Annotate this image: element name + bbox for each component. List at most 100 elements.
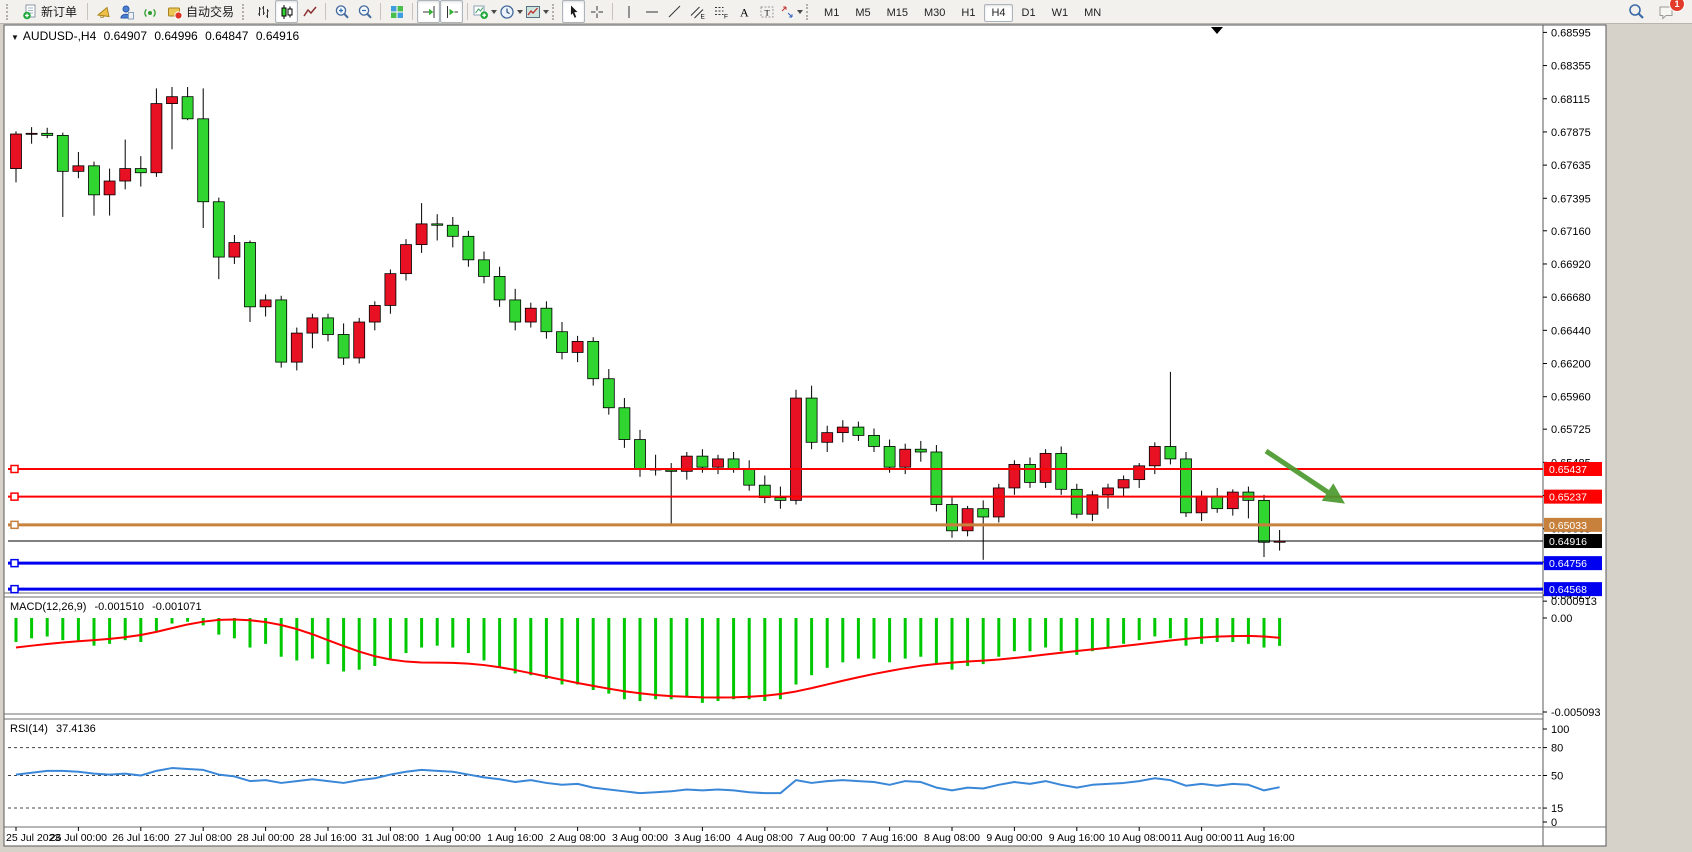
gold-horn-button[interactable] bbox=[92, 0, 115, 23]
price-axis[interactable] bbox=[1543, 25, 1606, 846]
toolbar-grip[interactable] bbox=[242, 3, 248, 20]
svg-text:28 Jul 16:00: 28 Jul 16:00 bbox=[299, 832, 356, 844]
add-indicator-button[interactable] bbox=[472, 0, 498, 23]
rsi-line bbox=[15, 767, 1280, 795]
svg-text:E: E bbox=[700, 13, 705, 20]
svg-text:1 Aug 16:00: 1 Aug 16:00 bbox=[487, 832, 543, 844]
rsi-value: 37.4136 bbox=[55, 723, 96, 735]
svg-text:0.66440: 0.66440 bbox=[1551, 325, 1591, 337]
horizontal-lines-layer bbox=[8, 464, 1543, 594]
text-tool-button[interactable]: A bbox=[732, 0, 755, 23]
auto-trading-label: 自动交易 bbox=[186, 5, 235, 19]
svg-text:1 Aug 00:00: 1 Aug 00:00 bbox=[425, 832, 481, 844]
vertical-line-icon bbox=[628, 5, 630, 18]
chart-header: ▼ AUDUSD-,H4 0.64907 0.64996 0.64847 0.64… bbox=[11, 29, 303, 43]
arrows-icon bbox=[781, 6, 793, 17]
svg-text:0.68115: 0.68115 bbox=[1551, 94, 1590, 106]
svg-text:7 Aug 16:00: 7 Aug 16:00 bbox=[862, 832, 918, 844]
svg-text:10 Aug 08:00: 10 Aug 08:00 bbox=[1108, 832, 1170, 844]
dropdown-caret bbox=[543, 9, 550, 14]
chart-shift-icon bbox=[446, 5, 458, 18]
template-button[interactable] bbox=[524, 0, 550, 23]
dropdown-caret bbox=[491, 9, 498, 14]
timeframe-h1-button[interactable]: H1 bbox=[961, 6, 976, 19]
price-line-labels: 0.65437 0.65237 0.65033 0.64756 0.64568 0.649… bbox=[1544, 461, 1602, 597]
svg-text:F: F bbox=[724, 13, 728, 20]
toolbar: 新订单 自动交易 bbox=[0, 0, 1692, 24]
svg-text:0: 0 bbox=[1551, 817, 1557, 829]
trendline-tool-button[interactable] bbox=[663, 0, 686, 23]
candles-layer bbox=[10, 87, 1286, 560]
bar-close-value: 0.64916 bbox=[255, 29, 300, 43]
toolbar-grip[interactable] bbox=[806, 3, 812, 20]
horizontal-line-tool-button[interactable] bbox=[640, 0, 663, 23]
toolbar-grip[interactable] bbox=[6, 3, 12, 20]
svg-text:0.66680: 0.66680 bbox=[1551, 292, 1591, 304]
auto-scroll-button[interactable] bbox=[417, 0, 441, 23]
candlestick-icon bbox=[281, 4, 293, 19]
zoom-out-button[interactable] bbox=[353, 0, 376, 23]
period-button[interactable] bbox=[498, 0, 524, 23]
chart-shift-button[interactable] bbox=[440, 0, 464, 23]
tile-windows-button[interactable] bbox=[385, 0, 408, 23]
svg-text:0.65960: 0.65960 bbox=[1551, 392, 1591, 404]
svg-text:0.00: 0.00 bbox=[1551, 613, 1572, 625]
bar-low-value: 0.64847 bbox=[205, 29, 249, 43]
expert-advisors-button[interactable] bbox=[115, 0, 138, 23]
svg-text:28 Jul 00:00: 28 Jul 00:00 bbox=[237, 832, 294, 844]
timeframe-h4-button[interactable]: H4 bbox=[984, 3, 1013, 22]
add-indicator-icon bbox=[473, 5, 489, 19]
zoom-out-icon bbox=[358, 4, 372, 18]
chart-menu-caret[interactable]: ▼ bbox=[11, 33, 19, 42]
timeframe-m1-button[interactable]: M1 bbox=[824, 6, 840, 19]
svg-text:0.65725: 0.65725 bbox=[1551, 424, 1591, 436]
svg-text:0.67160: 0.67160 bbox=[1551, 226, 1591, 238]
bar-chart-mode-button[interactable] bbox=[252, 0, 275, 23]
text-label-tool-button[interactable]: T bbox=[755, 0, 778, 23]
cursor-tool-button[interactable] bbox=[562, 0, 586, 23]
timeframe-w1-button[interactable]: W1 bbox=[1051, 6, 1069, 19]
fibonacci-tool-button[interactable]: F bbox=[709, 0, 732, 23]
svg-text:0.65033: 0.65033 bbox=[1549, 520, 1587, 532]
candlestick-mode-button[interactable] bbox=[275, 0, 299, 23]
text-label-icon: T bbox=[760, 6, 774, 17]
svg-text:0.65237: 0.65237 bbox=[1549, 492, 1587, 504]
signals-button[interactable] bbox=[138, 0, 161, 23]
timeframe-mn-button[interactable]: MN bbox=[1084, 6, 1102, 19]
timeframe-d1-button[interactable]: D1 bbox=[1021, 6, 1036, 19]
dropdown-caret bbox=[517, 9, 524, 14]
timeframe-m30-button[interactable]: M30 bbox=[924, 6, 946, 19]
timeframe-group: M1 M5 M15 M30 H1 H4 D1 W1 MN bbox=[816, 3, 1109, 22]
macd-layer bbox=[14, 618, 1282, 703]
svg-text:0.64756: 0.64756 bbox=[1549, 558, 1587, 570]
toolbar-grip[interactable] bbox=[552, 3, 558, 20]
vertical-line-tool-button[interactable] bbox=[617, 0, 640, 23]
channel-tool-button[interactable]: E bbox=[686, 0, 709, 23]
macd-signal-value: -0.001071 bbox=[152, 601, 202, 613]
arrows-tool-button[interactable] bbox=[778, 0, 804, 23]
svg-text:0.68595: 0.68595 bbox=[1551, 27, 1591, 39]
svg-text:-0.005093: -0.005093 bbox=[1551, 707, 1601, 719]
line-chart-mode-button[interactable] bbox=[298, 0, 321, 23]
time-axis[interactable] bbox=[4, 827, 1543, 846]
crosshair-tool-button[interactable] bbox=[585, 0, 608, 23]
bar-high-value: 0.64996 bbox=[154, 29, 198, 43]
separator bbox=[612, 3, 614, 20]
chat-button[interactable]: 1 bbox=[1655, 0, 1685, 23]
svg-text:2 Aug 08:00: 2 Aug 08:00 bbox=[550, 832, 606, 844]
auto-trading-button[interactable]: 自动交易 bbox=[161, 0, 240, 23]
search-button[interactable] bbox=[1624, 0, 1647, 23]
svg-text:0.68355: 0.68355 bbox=[1551, 61, 1591, 73]
line-chart-icon bbox=[302, 6, 317, 16]
expert-advisor-icon bbox=[120, 5, 134, 19]
svg-text:27 Jul 08:00: 27 Jul 08:00 bbox=[175, 832, 232, 844]
clock-icon bbox=[500, 4, 514, 19]
zoom-in-button[interactable] bbox=[330, 0, 353, 23]
svg-text:0.66920: 0.66920 bbox=[1551, 259, 1591, 271]
timeframe-m5-button[interactable]: M5 bbox=[855, 6, 871, 19]
zoom-in-icon bbox=[335, 4, 349, 18]
new-order-button[interactable]: 新订单 bbox=[16, 0, 83, 23]
chart-symbol-period: AUDUSD-,H4 bbox=[22, 29, 97, 43]
timeframe-m15-button[interactable]: M15 bbox=[886, 6, 908, 19]
